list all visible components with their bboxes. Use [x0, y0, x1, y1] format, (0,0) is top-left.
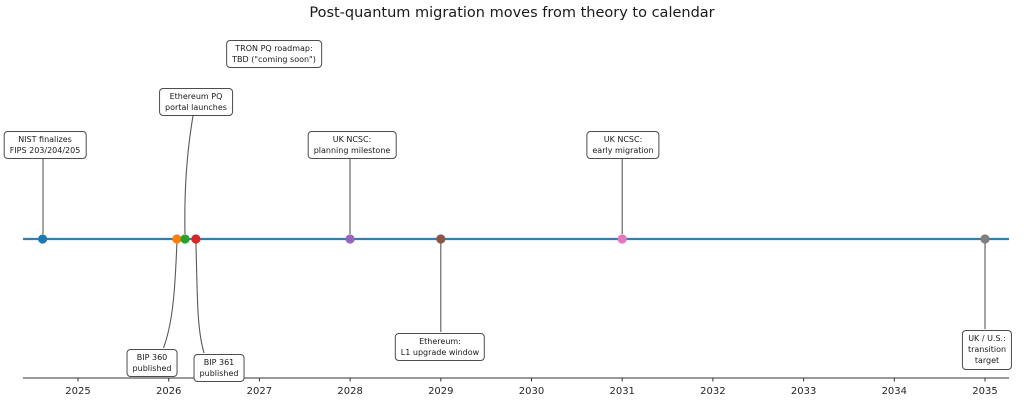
event-connector-bip-361 — [195, 242, 205, 354]
x-axis-tick-label: 2033 — [791, 386, 816, 397]
x-axis-tick-label: 2025 — [65, 386, 90, 397]
event-label-ethereum-portal: Ethereum PQ portal launches — [159, 88, 233, 117]
chart-title: Post-quantum migration moves from theory… — [309, 5, 715, 21]
x-axis-tick-label: 2030 — [519, 386, 544, 397]
event-dot-bip-360 — [172, 234, 182, 244]
event-dot-uk-ncsc-planning — [345, 234, 355, 244]
event-label-uk-ncsc-early: UK NCSC: early migration — [586, 131, 660, 160]
x-axis-tick-label: 2034 — [882, 386, 907, 397]
event-connector-ethereum-portal — [184, 112, 195, 235]
x-axis-tick-label: 2026 — [156, 386, 181, 397]
event-dot-ethereum-l1 — [436, 234, 446, 244]
event-dot-ethereum-portal — [180, 234, 190, 244]
event-label-bip-360: BIP 360 published — [126, 349, 178, 378]
event-dot-uk-us-transition — [980, 234, 990, 244]
x-axis-tick-label: 2028 — [337, 386, 362, 397]
x-axis-tick-label: 2027 — [247, 386, 272, 397]
event-label-ethereum-l1: Ethereum: L1 upgrade window — [394, 333, 486, 362]
event-label-uk-us-transition: UK / U.S.: transition target — [961, 330, 1013, 370]
x-axis-tick-label: 2035 — [972, 386, 997, 397]
event-dot-bip-361 — [191, 234, 201, 244]
event-connector-bip-360 — [162, 242, 178, 349]
event-label-bip-361: BIP 361 published — [193, 354, 245, 383]
event-label-tron-roadmap: TRON PQ roadmap: TBD ("coming soon") — [226, 40, 322, 69]
x-axis-tick-label: 2029 — [428, 386, 453, 397]
event-dot-nist-fips — [38, 234, 48, 244]
x-axis-tick-label: 2032 — [700, 386, 725, 397]
event-label-uk-ncsc-planning: UK NCSC: planning milestone — [307, 131, 397, 160]
event-label-nist-fips: NIST finalizes FIPS 203/204/205 — [3, 131, 87, 160]
event-dot-uk-ncsc-early — [617, 234, 627, 244]
x-axis-tick-label: 2031 — [609, 386, 634, 397]
